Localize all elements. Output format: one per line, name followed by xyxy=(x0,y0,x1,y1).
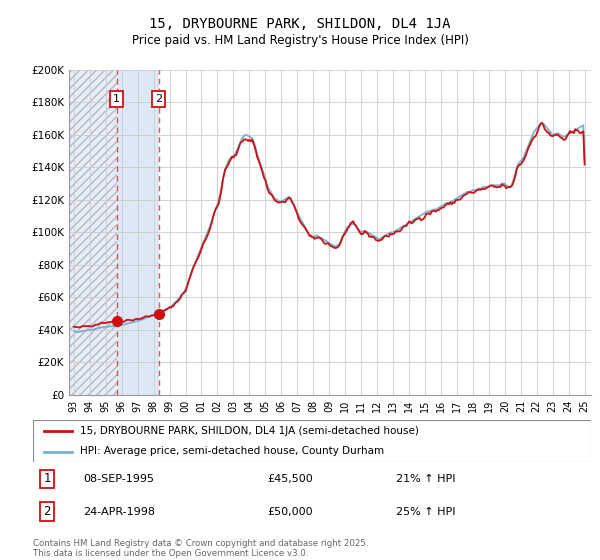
Text: £45,500: £45,500 xyxy=(268,474,313,484)
Text: 25% ↑ HPI: 25% ↑ HPI xyxy=(396,507,455,517)
Bar xyxy=(69,70,116,395)
Text: 2: 2 xyxy=(43,505,50,519)
Text: 2: 2 xyxy=(155,94,162,104)
Text: HPI: Average price, semi-detached house, County Durham: HPI: Average price, semi-detached house,… xyxy=(80,446,385,456)
Text: Contains HM Land Registry data © Crown copyright and database right 2025.
This d: Contains HM Land Registry data © Crown c… xyxy=(33,539,368,558)
Text: 21% ↑ HPI: 21% ↑ HPI xyxy=(396,474,455,484)
Text: Price paid vs. HM Land Registry's House Price Index (HPI): Price paid vs. HM Land Registry's House … xyxy=(131,34,469,47)
FancyBboxPatch shape xyxy=(33,420,591,462)
Text: 1: 1 xyxy=(43,473,50,486)
Text: 24-APR-1998: 24-APR-1998 xyxy=(83,507,155,517)
Text: 1: 1 xyxy=(113,94,120,104)
Text: £50,000: £50,000 xyxy=(268,507,313,517)
Text: 08-SEP-1995: 08-SEP-1995 xyxy=(83,474,154,484)
Text: 15, DRYBOURNE PARK, SHILDON, DL4 1JA: 15, DRYBOURNE PARK, SHILDON, DL4 1JA xyxy=(149,17,451,31)
Text: 15, DRYBOURNE PARK, SHILDON, DL4 1JA (semi-detached house): 15, DRYBOURNE PARK, SHILDON, DL4 1JA (se… xyxy=(80,426,419,436)
Bar xyxy=(116,70,158,395)
